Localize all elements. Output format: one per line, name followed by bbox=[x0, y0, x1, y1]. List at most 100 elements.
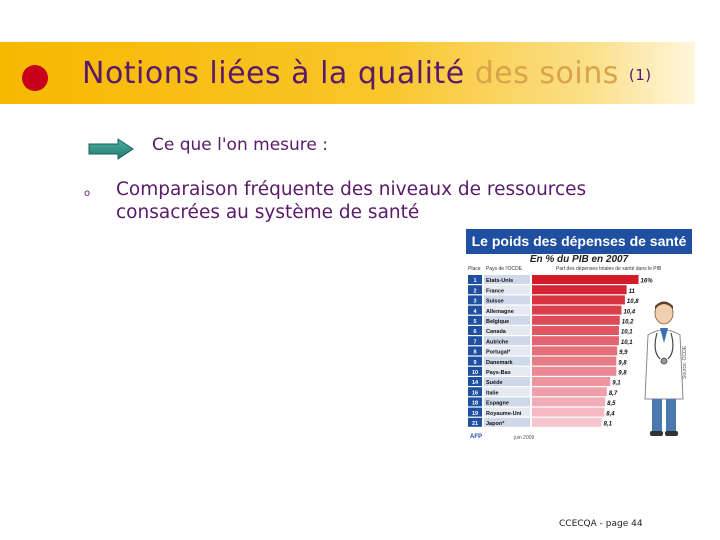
bar bbox=[532, 407, 605, 417]
bar bbox=[532, 275, 639, 284]
country-label: Italie bbox=[486, 390, 499, 396]
place-label: 9 bbox=[473, 360, 476, 366]
country-label: France bbox=[486, 288, 504, 294]
title-main: Notions liées à la qualité bbox=[82, 56, 475, 91]
value-label: 10,1 bbox=[621, 330, 633, 336]
value-label: 8,1 bbox=[604, 422, 613, 428]
country-cell bbox=[484, 336, 530, 346]
title-tail: des soins bbox=[474, 56, 619, 91]
country-label: Espagne bbox=[486, 401, 509, 407]
value-label: 11 bbox=[629, 289, 636, 295]
place-cell bbox=[468, 377, 482, 386]
place-cell bbox=[468, 407, 482, 417]
value-label: 10,8 bbox=[627, 299, 639, 305]
country-label: Royaume-Uni bbox=[486, 411, 522, 417]
bar bbox=[532, 366, 617, 376]
place-label: 7 bbox=[473, 339, 476, 345]
title-bullet-icon bbox=[22, 65, 48, 91]
country-cell bbox=[484, 346, 530, 356]
publication-date: juin 2009 bbox=[514, 435, 535, 441]
value-label: 9,8 bbox=[618, 371, 627, 377]
value-label: 8,5 bbox=[607, 401, 616, 407]
country-label: Japon* bbox=[486, 421, 505, 427]
place-label: 19 bbox=[472, 411, 478, 417]
place-cell bbox=[468, 366, 482, 376]
country-label: Pays-Bas bbox=[486, 370, 511, 376]
title-bar bbox=[0, 42, 695, 104]
country-cell bbox=[484, 407, 530, 417]
country-cell bbox=[484, 377, 530, 386]
column-header-place: Place bbox=[468, 266, 481, 272]
country-cell bbox=[484, 285, 530, 295]
country-cell bbox=[484, 326, 530, 335]
bar-chart: 1 Etats-Unis 16% 2 France 11 3 Suisse 10,8 4 Allem… bbox=[468, 275, 654, 428]
value-label: 8,4 bbox=[606, 411, 615, 417]
bar bbox=[532, 377, 611, 386]
value-label: 10,1 bbox=[621, 340, 633, 346]
country-cell bbox=[484, 356, 530, 366]
place-label: 16 bbox=[472, 390, 478, 396]
column-header-value: Part des dépenses totales de santé dans … bbox=[556, 266, 662, 272]
place-cell bbox=[468, 305, 482, 315]
country-cell bbox=[484, 275, 530, 284]
bar bbox=[532, 315, 620, 325]
country-cell bbox=[484, 366, 530, 376]
value-label: 8,7 bbox=[609, 391, 618, 397]
place-label: 3 bbox=[473, 299, 476, 305]
bullet-marker: o bbox=[84, 188, 91, 199]
bar bbox=[532, 397, 606, 407]
country-label: Danemark bbox=[486, 360, 514, 366]
place-cell bbox=[468, 285, 482, 295]
place-label: 2 bbox=[473, 288, 476, 294]
place-cell bbox=[468, 356, 482, 366]
value-label: 10,2 bbox=[622, 320, 634, 326]
agency-label: AFP bbox=[470, 434, 482, 440]
bar bbox=[532, 295, 625, 305]
page-footer: CCECQA - page 44 bbox=[559, 519, 643, 529]
source-note: Source: OCDE bbox=[682, 345, 688, 379]
place-label: 18 bbox=[472, 401, 478, 407]
country-cell bbox=[484, 417, 530, 427]
place-cell bbox=[468, 336, 482, 346]
country-cell bbox=[484, 305, 530, 315]
place-cell bbox=[468, 387, 482, 397]
bar bbox=[532, 285, 627, 295]
place-cell bbox=[468, 275, 482, 284]
bar bbox=[532, 356, 617, 366]
country-cell bbox=[484, 387, 530, 397]
value-label: 9,9 bbox=[619, 350, 628, 356]
country-cell bbox=[484, 315, 530, 325]
country-label: Portugal* bbox=[486, 350, 511, 356]
country-label: Canada bbox=[486, 329, 507, 335]
bar bbox=[532, 336, 619, 346]
column-header-country: Pays de l'OCDE bbox=[486, 266, 522, 272]
place-cell bbox=[468, 326, 482, 335]
country-label: Suède bbox=[486, 380, 503, 386]
bar bbox=[532, 417, 602, 427]
value-label: 9,1 bbox=[612, 381, 621, 387]
infographic-title: Le poids des dépenses de santé bbox=[466, 229, 692, 254]
country-cell bbox=[484, 295, 530, 305]
country-label: Etats-Unis bbox=[486, 278, 513, 284]
place-cell bbox=[468, 346, 482, 356]
country-label: Belgique bbox=[486, 319, 509, 325]
bar bbox=[532, 346, 618, 356]
place-label: 1 bbox=[473, 278, 476, 284]
place-label: 4 bbox=[473, 309, 477, 315]
place-label: 6 bbox=[473, 329, 476, 335]
value-label: 16% bbox=[641, 279, 654, 285]
page-title: Notions liées à la qualité des soins (1) bbox=[82, 56, 652, 91]
country-label: Autriche bbox=[486, 339, 508, 345]
place-cell bbox=[468, 315, 482, 325]
country-label: Allemagne bbox=[486, 309, 514, 315]
place-label: 10 bbox=[472, 370, 478, 376]
place-label: 8 bbox=[473, 350, 476, 356]
bar bbox=[532, 326, 619, 335]
country-label: Suisse bbox=[486, 299, 504, 305]
place-cell bbox=[468, 397, 482, 407]
doctor-icon bbox=[644, 301, 684, 436]
bullet-text: Comparaison fréquente des niveaux de res… bbox=[116, 179, 587, 223]
bar bbox=[532, 387, 607, 397]
section-subtitle: Ce que l'on mesure : bbox=[152, 135, 328, 155]
place-label: 21 bbox=[472, 421, 478, 427]
